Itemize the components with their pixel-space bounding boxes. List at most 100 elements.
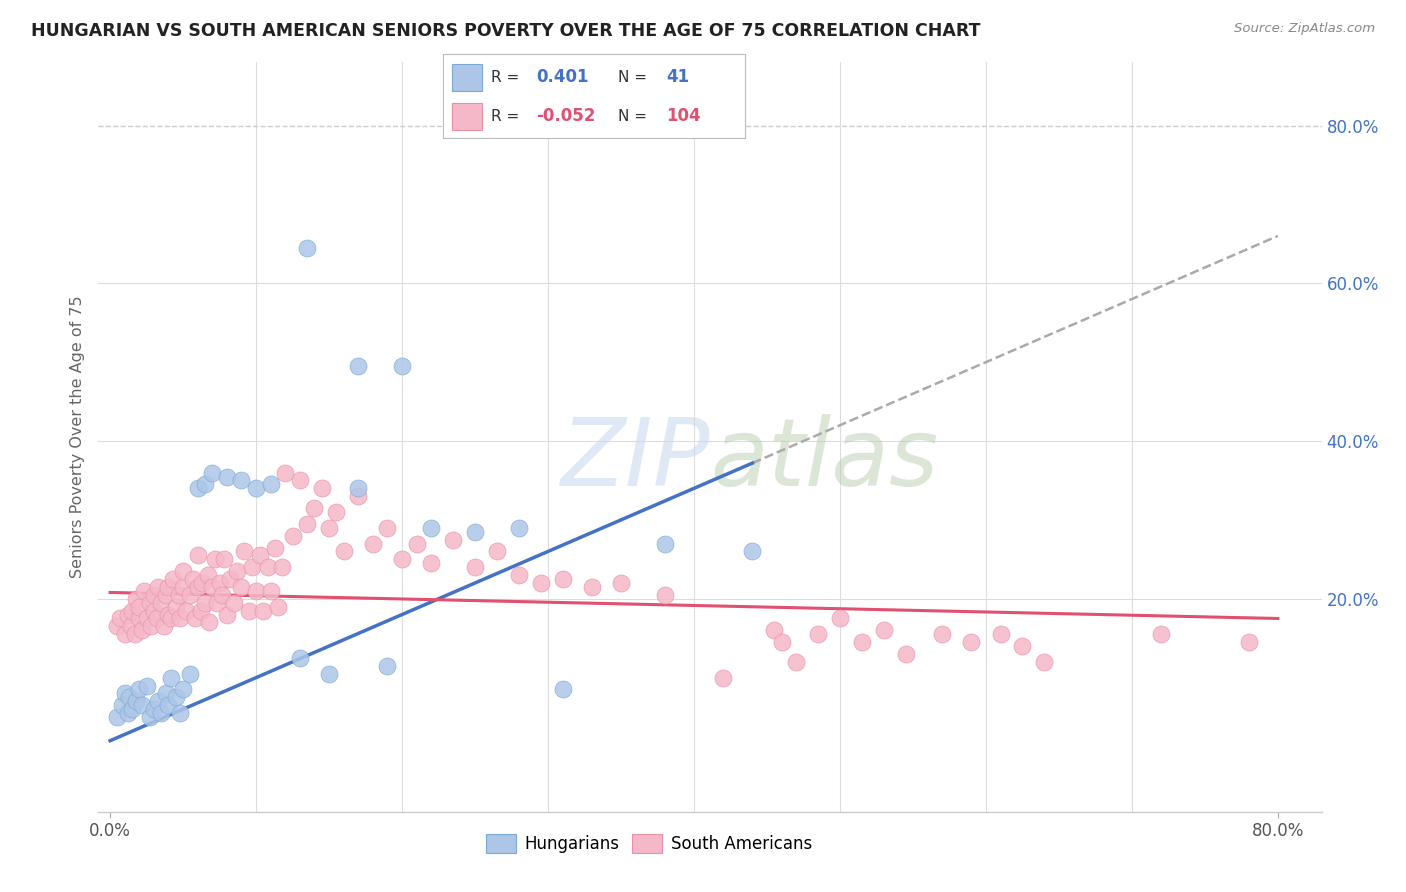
Point	[155, 588, 177, 602]
Point	[148, 580, 170, 594]
Point	[131, 698, 153, 713]
Y-axis label: Seniors Poverty Over the Age of 75: Seniors Poverty Over the Age of 75	[69, 296, 84, 578]
Legend: Hungarians, South Americans: Hungarians, South Americans	[479, 827, 818, 860]
Point	[281, 529, 304, 543]
Point	[405, 536, 427, 550]
Point	[377, 521, 399, 535]
Point	[332, 544, 354, 558]
Point	[215, 607, 238, 622]
Point	[128, 682, 150, 697]
Point	[155, 686, 177, 700]
Point	[1011, 639, 1033, 653]
Point	[153, 619, 176, 633]
Point	[304, 501, 326, 516]
Point	[128, 611, 150, 625]
Point	[256, 560, 278, 574]
Point	[238, 604, 260, 618]
Point	[128, 599, 150, 614]
Text: R =: R =	[491, 109, 519, 124]
Point	[391, 359, 413, 373]
Point	[807, 627, 830, 641]
Point	[172, 580, 194, 594]
Point	[169, 611, 191, 625]
Point	[118, 690, 141, 705]
Point	[142, 588, 165, 602]
Point	[260, 583, 283, 598]
Point	[194, 596, 217, 610]
Point	[114, 627, 136, 641]
Point	[420, 521, 443, 535]
Point	[187, 481, 209, 495]
Point	[1237, 635, 1260, 649]
Point	[120, 619, 142, 633]
Text: Source: ZipAtlas.com: Source: ZipAtlas.com	[1234, 22, 1375, 36]
Point	[1033, 655, 1056, 669]
Point	[785, 655, 807, 669]
FancyBboxPatch shape	[451, 63, 482, 91]
Point	[249, 549, 271, 563]
Point	[198, 615, 221, 630]
Point	[114, 686, 136, 700]
Point	[124, 627, 146, 641]
Point	[347, 481, 370, 495]
Point	[711, 671, 734, 685]
Text: N =: N =	[619, 109, 647, 124]
Point	[194, 477, 217, 491]
Point	[138, 596, 160, 610]
Point	[464, 560, 486, 574]
Point	[224, 596, 246, 610]
Point	[245, 481, 267, 495]
Point	[654, 588, 676, 602]
Point	[508, 568, 530, 582]
Point	[226, 564, 249, 578]
Point	[197, 568, 219, 582]
Point	[770, 635, 793, 649]
Point	[190, 604, 212, 618]
Point	[157, 698, 180, 713]
Point	[125, 591, 148, 606]
Point	[215, 469, 238, 483]
Point	[172, 682, 194, 697]
Point	[851, 635, 873, 649]
Point	[181, 572, 204, 586]
Point	[201, 580, 224, 594]
Point	[581, 580, 603, 594]
Point	[318, 666, 340, 681]
Point	[441, 533, 464, 547]
Point	[117, 706, 139, 720]
Point	[508, 521, 530, 535]
Point	[165, 690, 187, 705]
Point	[132, 583, 155, 598]
Point	[264, 541, 287, 555]
Point	[245, 583, 267, 598]
Point	[204, 552, 226, 566]
Point	[146, 611, 169, 625]
Point	[610, 576, 633, 591]
Point	[347, 359, 370, 373]
Point	[157, 607, 180, 622]
Point	[873, 624, 896, 638]
Point	[167, 588, 190, 602]
Point	[260, 477, 283, 491]
Point	[377, 658, 399, 673]
Point	[654, 536, 676, 550]
Point	[117, 607, 139, 622]
Point	[231, 580, 253, 594]
Point	[551, 572, 574, 586]
Point	[121, 702, 143, 716]
Point	[110, 611, 132, 625]
Text: 41: 41	[666, 69, 690, 87]
Point	[763, 624, 786, 638]
Point	[267, 599, 290, 614]
Point	[361, 536, 384, 550]
Point	[211, 588, 233, 602]
Point	[179, 588, 201, 602]
Text: ZIP: ZIP	[561, 414, 710, 505]
Point	[325, 505, 347, 519]
Text: N =: N =	[619, 70, 647, 85]
Point	[148, 694, 170, 708]
Point	[150, 596, 173, 610]
Point	[174, 604, 197, 618]
Point	[530, 576, 553, 591]
Point	[121, 604, 143, 618]
